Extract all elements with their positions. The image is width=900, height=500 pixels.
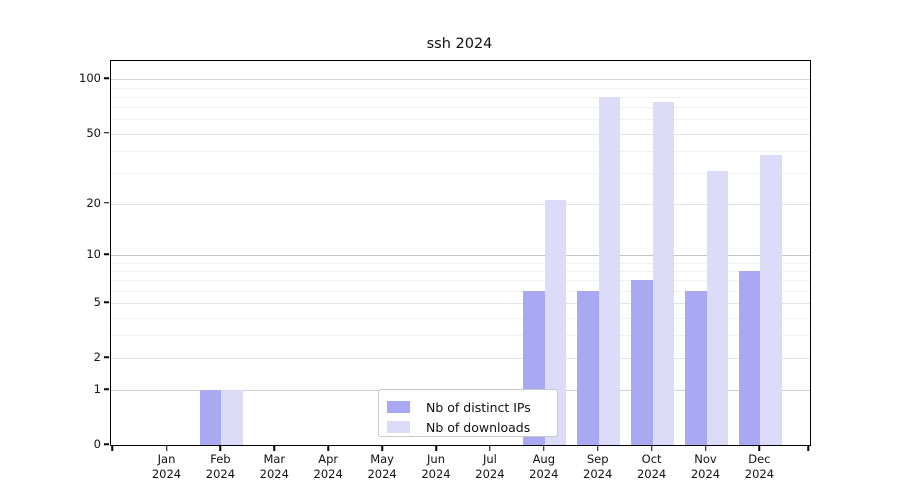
- bar-distinct-ips-oct: [631, 280, 653, 445]
- x-tick-mark: [758, 445, 761, 451]
- downloads-swatch-icon: [387, 421, 410, 433]
- y-tick-label: 0: [93, 437, 101, 451]
- bar-downloads-nov: [706, 170, 728, 445]
- major-gridline: [111, 358, 810, 359]
- bar-distinct-ips-feb: [199, 390, 222, 445]
- major-gridline: [111, 133, 810, 135]
- legend-label: Nb of distinct IPs: [426, 399, 531, 415]
- y-tick-label: 1: [93, 382, 101, 397]
- minor-gridline: [111, 280, 810, 282]
- x-tick-label-sep: Sep 2024: [583, 452, 613, 481]
- y-tick-label: 100: [79, 71, 101, 86]
- y-tick-mark: [104, 253, 109, 255]
- major-gridline: [111, 255, 810, 256]
- legend-label: Nb of downloads: [426, 419, 531, 435]
- major-gridline: [111, 203, 810, 205]
- x-tick-label-oct: Oct 2024: [636, 452, 667, 481]
- x-tick-label-jul: Jul 2024: [475, 452, 505, 481]
- minor-gridline: [111, 317, 810, 319]
- x-tick-label-jan: Jan 2024: [151, 452, 182, 481]
- x-tick-label-apr: Apr 2024: [313, 452, 343, 481]
- x-tick-label-dec: Dec 2024: [744, 452, 775, 481]
- y-tick-label: 2: [93, 350, 101, 364]
- minor-gridline: [111, 96, 810, 98]
- x-tick-label-aug: Aug 2024: [529, 452, 559, 481]
- x-tick-label-nov: Nov 2024: [690, 452, 721, 481]
- x-tick-mark: [650, 445, 653, 451]
- minor-gridline: [111, 119, 810, 121]
- bar-downloads-aug: [544, 200, 567, 445]
- plot-area: Nb of distinct IPs Nb of downloads: [110, 60, 811, 446]
- x-tick-mark: [435, 445, 437, 451]
- major-gridline: [111, 79, 810, 81]
- minor-gridline: [111, 87, 810, 89]
- minor-gridline: [111, 270, 810, 272]
- x-tick-mark: [219, 445, 222, 451]
- x-tick-label-feb: Feb 2024: [205, 452, 236, 481]
- x-tick-label-mar: Mar 2024: [259, 452, 289, 481]
- minor-gridline: [111, 290, 810, 292]
- bar-downloads-sep: [598, 96, 621, 445]
- y-tick-mark: [104, 131, 109, 134]
- edge-tick-mark: [111, 445, 113, 451]
- distinct-ips-swatch-icon: [387, 401, 410, 413]
- x-tick-mark: [704, 445, 707, 451]
- major-gridline: [111, 303, 810, 305]
- x-tick-mark: [165, 445, 168, 451]
- legend-item-distinct-ips: Nb of distinct IPs: [387, 397, 547, 417]
- chart-title: ssh 2024: [426, 36, 493, 52]
- y-tick-mark: [104, 301, 109, 303]
- legend-item-downloads: Nb of downloads: [387, 417, 547, 437]
- minor-gridline: [111, 262, 810, 264]
- y-tick-mark: [104, 388, 109, 390]
- y-tick-mark: [104, 443, 109, 445]
- legend: Nb of distinct IPs Nb of downloads: [378, 389, 558, 437]
- x-tick-mark: [543, 445, 545, 451]
- bar-distinct-ips-nov: [685, 290, 707, 445]
- x-tick-label-may: May 2024: [367, 452, 397, 481]
- y-tick-mark: [104, 356, 109, 358]
- bar-distinct-ips-dec: [738, 270, 761, 445]
- bar-distinct-ips-sep: [577, 290, 599, 445]
- bar-downloads-oct: [652, 101, 675, 445]
- x-tick-mark: [381, 445, 383, 451]
- minor-gridline: [111, 173, 810, 174]
- y-tick-label: 20: [86, 195, 101, 210]
- minor-gridline: [111, 335, 810, 337]
- x-tick-mark: [273, 445, 276, 451]
- y-tick-mark: [104, 202, 109, 204]
- y-tick-label: 5: [93, 295, 101, 310]
- x-tick-mark: [489, 445, 491, 451]
- edge-tick-mark: [807, 445, 809, 451]
- minor-gridline: [111, 150, 810, 152]
- y-tick-label: 10: [86, 247, 101, 261]
- bar-downloads-dec: [760, 154, 782, 445]
- y-tick-mark: [104, 77, 109, 80]
- y-tick-label: 50: [86, 125, 101, 140]
- x-tick-mark: [327, 445, 329, 451]
- x-tick-label-jun: Jun 2024: [421, 452, 451, 481]
- bar-downloads-feb: [221, 390, 243, 445]
- x-tick-mark: [596, 445, 599, 451]
- minor-gridline: [111, 107, 810, 109]
